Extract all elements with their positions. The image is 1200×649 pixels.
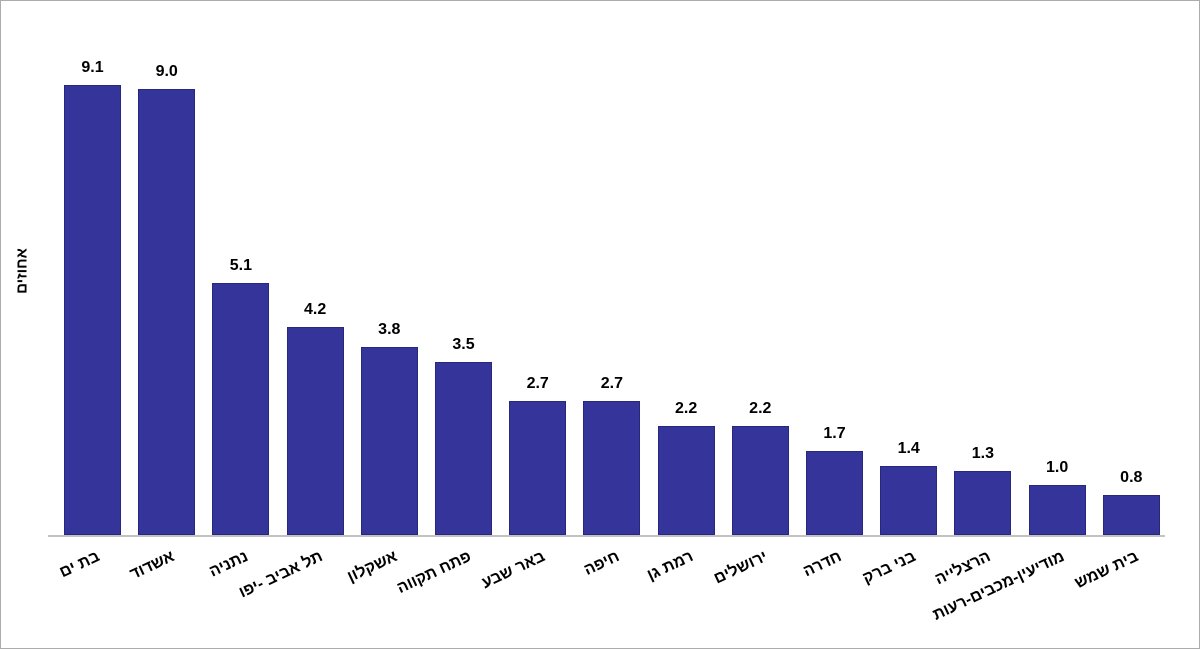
bar-value-label: 2.2 <box>749 400 772 417</box>
bar <box>731 426 789 535</box>
bar <box>360 347 418 535</box>
bar-value-label: 2.7 <box>600 375 624 392</box>
bar-category-label: באר שבע <box>479 548 548 592</box>
bar-category-label: בת ים <box>57 548 103 582</box>
bar <box>138 89 196 535</box>
bar-value-label: 1.0 <box>1045 459 1069 476</box>
bar <box>212 283 270 535</box>
bar-category-label: מודיעין-מכבים-רעות <box>930 548 1068 624</box>
bar <box>1102 495 1160 535</box>
bar-value-label: 0.8 <box>1120 469 1143 486</box>
bar <box>880 466 938 535</box>
bar <box>509 401 567 535</box>
bar-category-label: חיפה <box>581 548 623 580</box>
bar <box>286 327 344 535</box>
bar-category-label: נתניה <box>207 548 252 581</box>
bar-category-label: תל אביב -יפו <box>236 548 326 602</box>
bar-value-label: 5.1 <box>229 257 253 274</box>
bar-value-label: 2.2 <box>674 400 698 417</box>
bar <box>1028 485 1086 535</box>
bar-category-label: חדרה <box>801 548 845 581</box>
bar-value-label: 3.5 <box>452 336 475 353</box>
bar-category-label: אשדוד <box>127 548 177 584</box>
bar-value-label: 1.3 <box>971 445 995 462</box>
x-axis-line <box>48 535 1165 537</box>
bar <box>657 426 715 535</box>
bar <box>64 85 121 535</box>
bar-category-label: בית שמש <box>1072 548 1142 593</box>
bar <box>954 471 1012 535</box>
bar-category-label: בני ברק <box>860 548 919 588</box>
bar-value-label: 4.2 <box>303 301 327 318</box>
bar-value-label: 3.8 <box>378 321 401 338</box>
bar-value-label: 2.7 <box>526 375 549 392</box>
bar-value-label: 1.4 <box>897 440 920 457</box>
bar-value-label: 9.1 <box>81 59 104 76</box>
bar-category-label: רמת גן <box>644 548 697 585</box>
bar-category-label: פתח תקווה <box>394 548 474 598</box>
bar-value-label: 1.7 <box>823 425 846 442</box>
bar-value-label: 9.0 <box>155 63 178 80</box>
bar-category-label: ירושלים <box>711 548 771 588</box>
bar <box>583 401 641 535</box>
bar <box>806 451 863 535</box>
bar-category-label: אשקלון <box>344 548 400 586</box>
bar <box>435 362 492 535</box>
